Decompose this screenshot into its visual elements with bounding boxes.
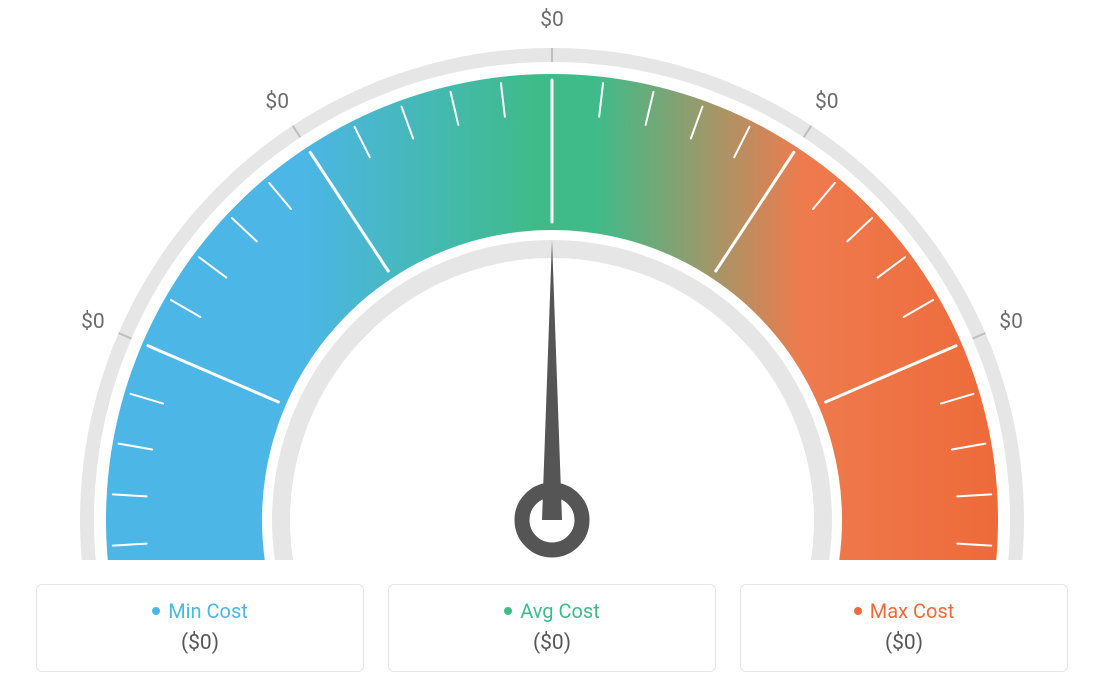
legend-value-min: ($0) <box>47 631 353 655</box>
legend-title-max: Max Cost <box>854 599 955 623</box>
legend-title-min: Min Cost <box>152 599 248 623</box>
legend-card-avg: Avg Cost ($0) <box>388 584 716 672</box>
legend-value-avg: ($0) <box>399 631 705 655</box>
legend-card-min: Min Cost ($0) <box>36 584 364 672</box>
legend-title-avg: Avg Cost <box>504 599 600 623</box>
gauge-tick-label: $0 <box>999 310 1023 334</box>
legend-dot-min <box>152 607 160 615</box>
gauge-tick-label: $0 <box>815 90 839 114</box>
gauge-svg <box>0 0 1104 560</box>
gauge-chart: $0$0$0$0$0$0$0 <box>0 0 1104 560</box>
legend-dot-avg <box>504 607 512 615</box>
gauge-tick-label: $0 <box>81 310 105 334</box>
gauge-tick-label: $0 <box>265 90 289 114</box>
gauge-tick-label: $0 <box>540 8 564 32</box>
legend-card-max: Max Cost ($0) <box>740 584 1068 672</box>
legend-value-max: ($0) <box>751 631 1057 655</box>
legend-label-min: Min Cost <box>168 599 248 623</box>
legend-row: Min Cost ($0) Avg Cost ($0) Max Cost ($0… <box>0 584 1104 672</box>
legend-dot-max <box>854 607 862 615</box>
legend-label-avg: Avg Cost <box>520 599 600 623</box>
legend-label-max: Max Cost <box>870 599 955 623</box>
